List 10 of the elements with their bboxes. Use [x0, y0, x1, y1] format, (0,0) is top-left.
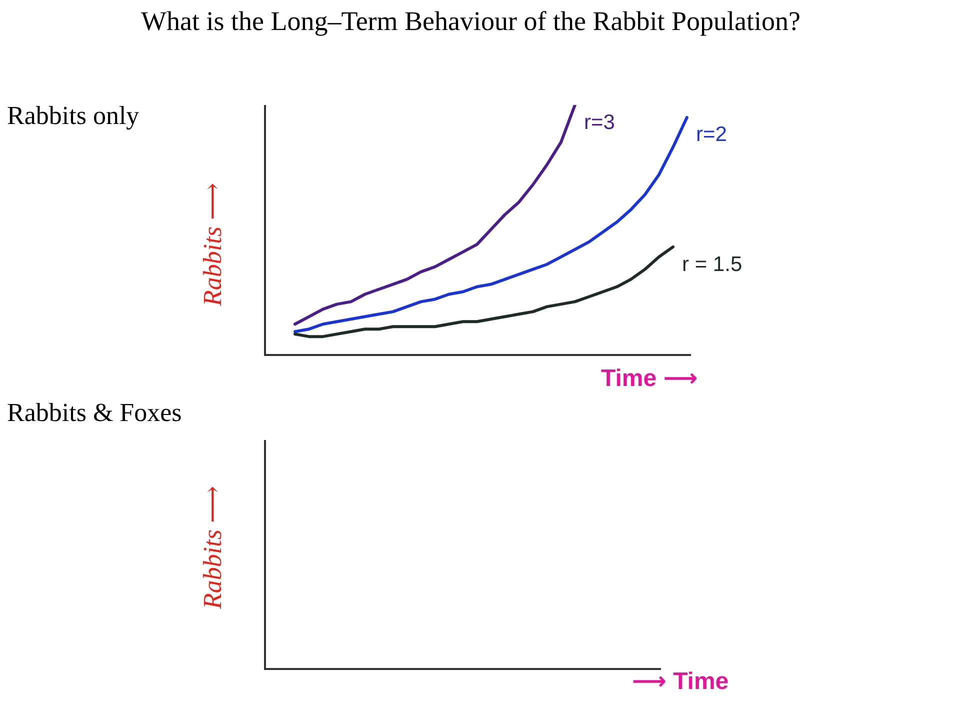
series-label: r=3: [584, 111, 615, 134]
text: ⟶ Time: [632, 668, 729, 695]
text: Rabbits ⟶: [198, 486, 227, 610]
chart-title: What is the Long–Term Behaviour of the Rabbit Population?: [141, 6, 800, 36]
x-axis-title: Time ⟶: [601, 365, 698, 392]
series-label: r = 1.5: [682, 253, 742, 276]
text: Rabbits only: [7, 101, 140, 130]
series-label: r=2: [696, 123, 727, 146]
y-axis-title: Rabbits ⟶: [198, 182, 227, 307]
text: Rabbits & Foxes: [7, 398, 182, 427]
